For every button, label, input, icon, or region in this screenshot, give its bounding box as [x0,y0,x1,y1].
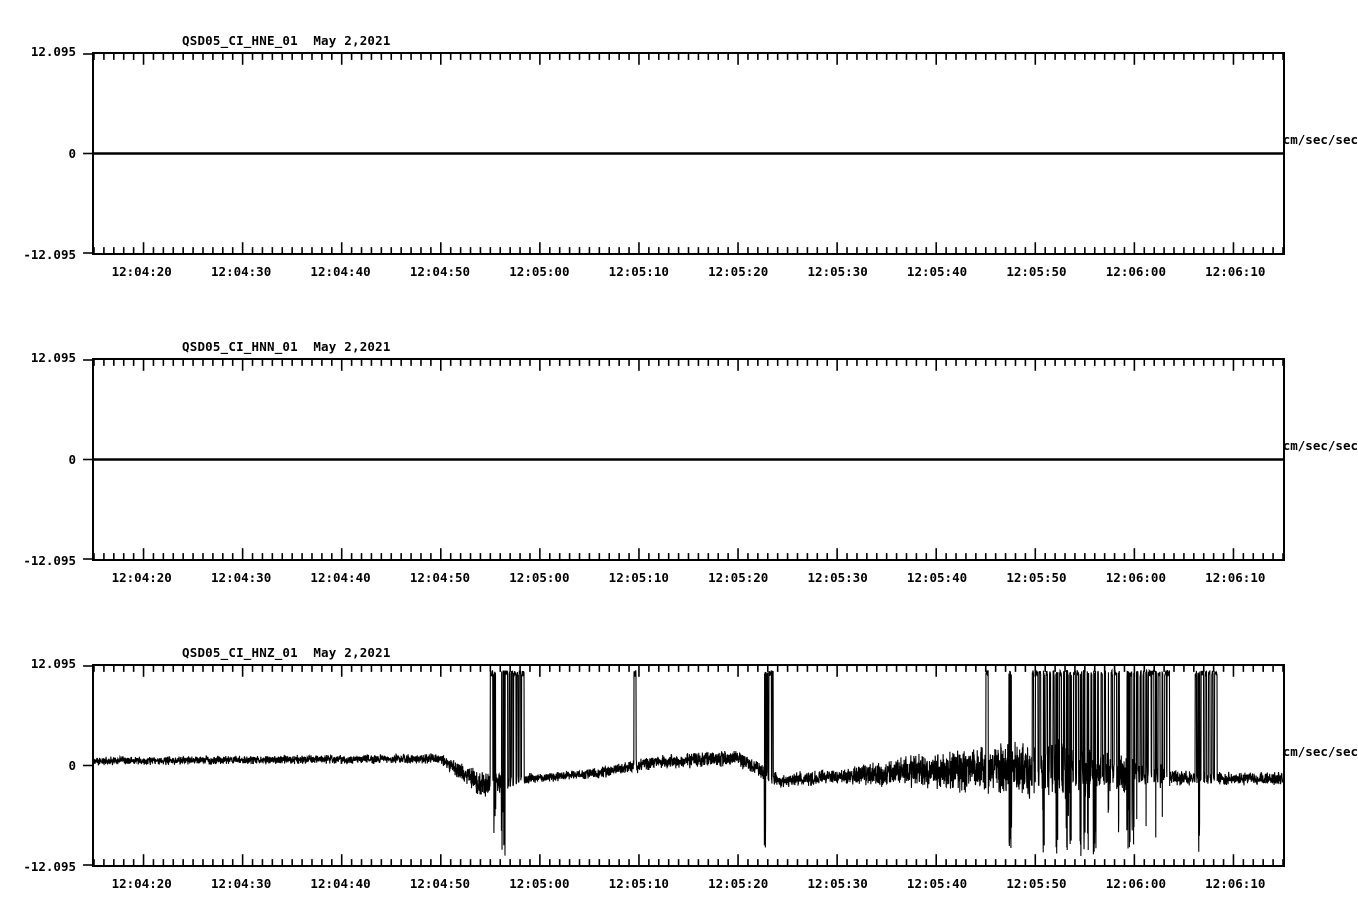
x-tick-label: 12:05:30 [807,570,868,585]
x-tick-label: 12:05:40 [906,876,968,891]
axis-ticks [83,53,1284,254]
x-tick-label: 12:04:40 [310,264,371,279]
x-tick-label: 12:05:00 [509,876,570,891]
x-tick-label: 12:04:50 [409,570,471,585]
x-tick-label: 12:06:00 [1105,570,1166,585]
y-tick-label: 12.095 [30,350,76,365]
x-tick-label: 12:05:10 [608,264,669,279]
plot-area [83,664,1285,867]
x-tick-label: 12:06:10 [1205,264,1266,279]
y-tick-label: 12.095 [30,656,76,671]
y-axis-units-label: cm/sec/sec [1282,437,1358,453]
trace-canvas [83,359,1284,560]
x-tick-label: 12:04:40 [310,570,371,585]
y-axis-units-label: cm/sec/sec [1282,131,1358,147]
y-tick-label: -12.095 [23,247,76,262]
waveform-trace [93,668,1284,856]
x-tick-label: 12:04:20 [111,264,172,279]
x-axis-label-row: 12:04:20 12:04:30 12:04:40 12:04:50 12:05:00… [0,570,1358,590]
x-tick-label: 12:05:50 [1006,876,1067,891]
x-tick-label: 12:04:30 [211,264,272,279]
x-tick-label: 12:05:20 [708,876,769,891]
seismogram-panel-hne: QSD05_CI_HNE_01 May 2,2021 cm/sec/sec 12.0… [0,33,1358,279]
seismogram-panel-hnz: QSD05_CI_HNZ_01 May 2,2021 cm/sec/sec 12.0… [0,645,1358,891]
x-tick-label: 12:05:30 [807,264,868,279]
trace-canvas [83,665,1284,866]
x-tick-label: 12:04:30 [211,570,272,585]
x-tick-label: 12:04:40 [310,876,371,891]
x-tick-label: 12:05:00 [509,264,570,279]
x-tick-label: 12:05:00 [509,570,570,585]
y-axis-units-label: cm/sec/sec [1282,743,1358,759]
panel-title: QSD05_CI_HNZ_01 May 2,2021 [182,645,391,660]
x-tick-label: 12:04:50 [409,264,471,279]
x-tick-label: 12:06:00 [1105,876,1166,891]
panel-title: QSD05_CI_HNN_01 May 2,2021 [182,339,391,354]
x-axis-label-row: 12:04:20 12:04:30 12:04:40 12:04:50 12:05:00… [0,876,1358,896]
y-tick-label: 0 [68,145,76,161]
axis-ticks [83,359,1284,560]
x-tick-label: 12:05:20 [708,570,769,585]
x-tick-label: 12:06:10 [1205,570,1266,585]
x-tick-label: 12:04:20 [111,876,172,891]
x-axis-label-row: 12:04:20 12:04:30 12:04:40 12:04:50 12:05:00… [0,264,1358,284]
x-tick-label: 12:05:50 [1006,264,1067,279]
axis-ticks [83,665,1284,866]
plot-area [83,358,1285,561]
y-tick-label: 0 [68,757,76,773]
x-tick-label: 12:04:20 [111,570,172,585]
x-tick-label: 12:05:50 [1006,570,1067,585]
x-tick-label: 12:05:10 [608,570,669,585]
x-tick-label: 12:05:30 [807,876,868,891]
y-tick-label: -12.095 [23,859,76,874]
y-tick-label: 12.095 [30,44,76,59]
x-tick-label: 12:05:20 [708,264,769,279]
x-tick-label: 12:06:00 [1105,264,1166,279]
y-tick-label: 0 [68,451,76,467]
plot-area [83,52,1285,255]
seismogram-panel-hnn: QSD05_CI_HNN_01 May 2,2021 cm/sec/sec 12.0… [0,339,1358,585]
x-tick-label: 12:04:30 [211,876,272,891]
y-tick-label: -12.095 [23,553,76,568]
trace-canvas [83,53,1284,254]
x-tick-label: 12:05:40 [906,264,968,279]
x-tick-label: 12:06:10 [1205,876,1266,891]
x-tick-label: 12:04:50 [409,876,471,891]
x-tick-label: 12:05:10 [608,876,669,891]
x-tick-label: 12:05:40 [906,570,968,585]
panel-title: QSD05_CI_HNE_01 May 2,2021 [182,33,391,48]
